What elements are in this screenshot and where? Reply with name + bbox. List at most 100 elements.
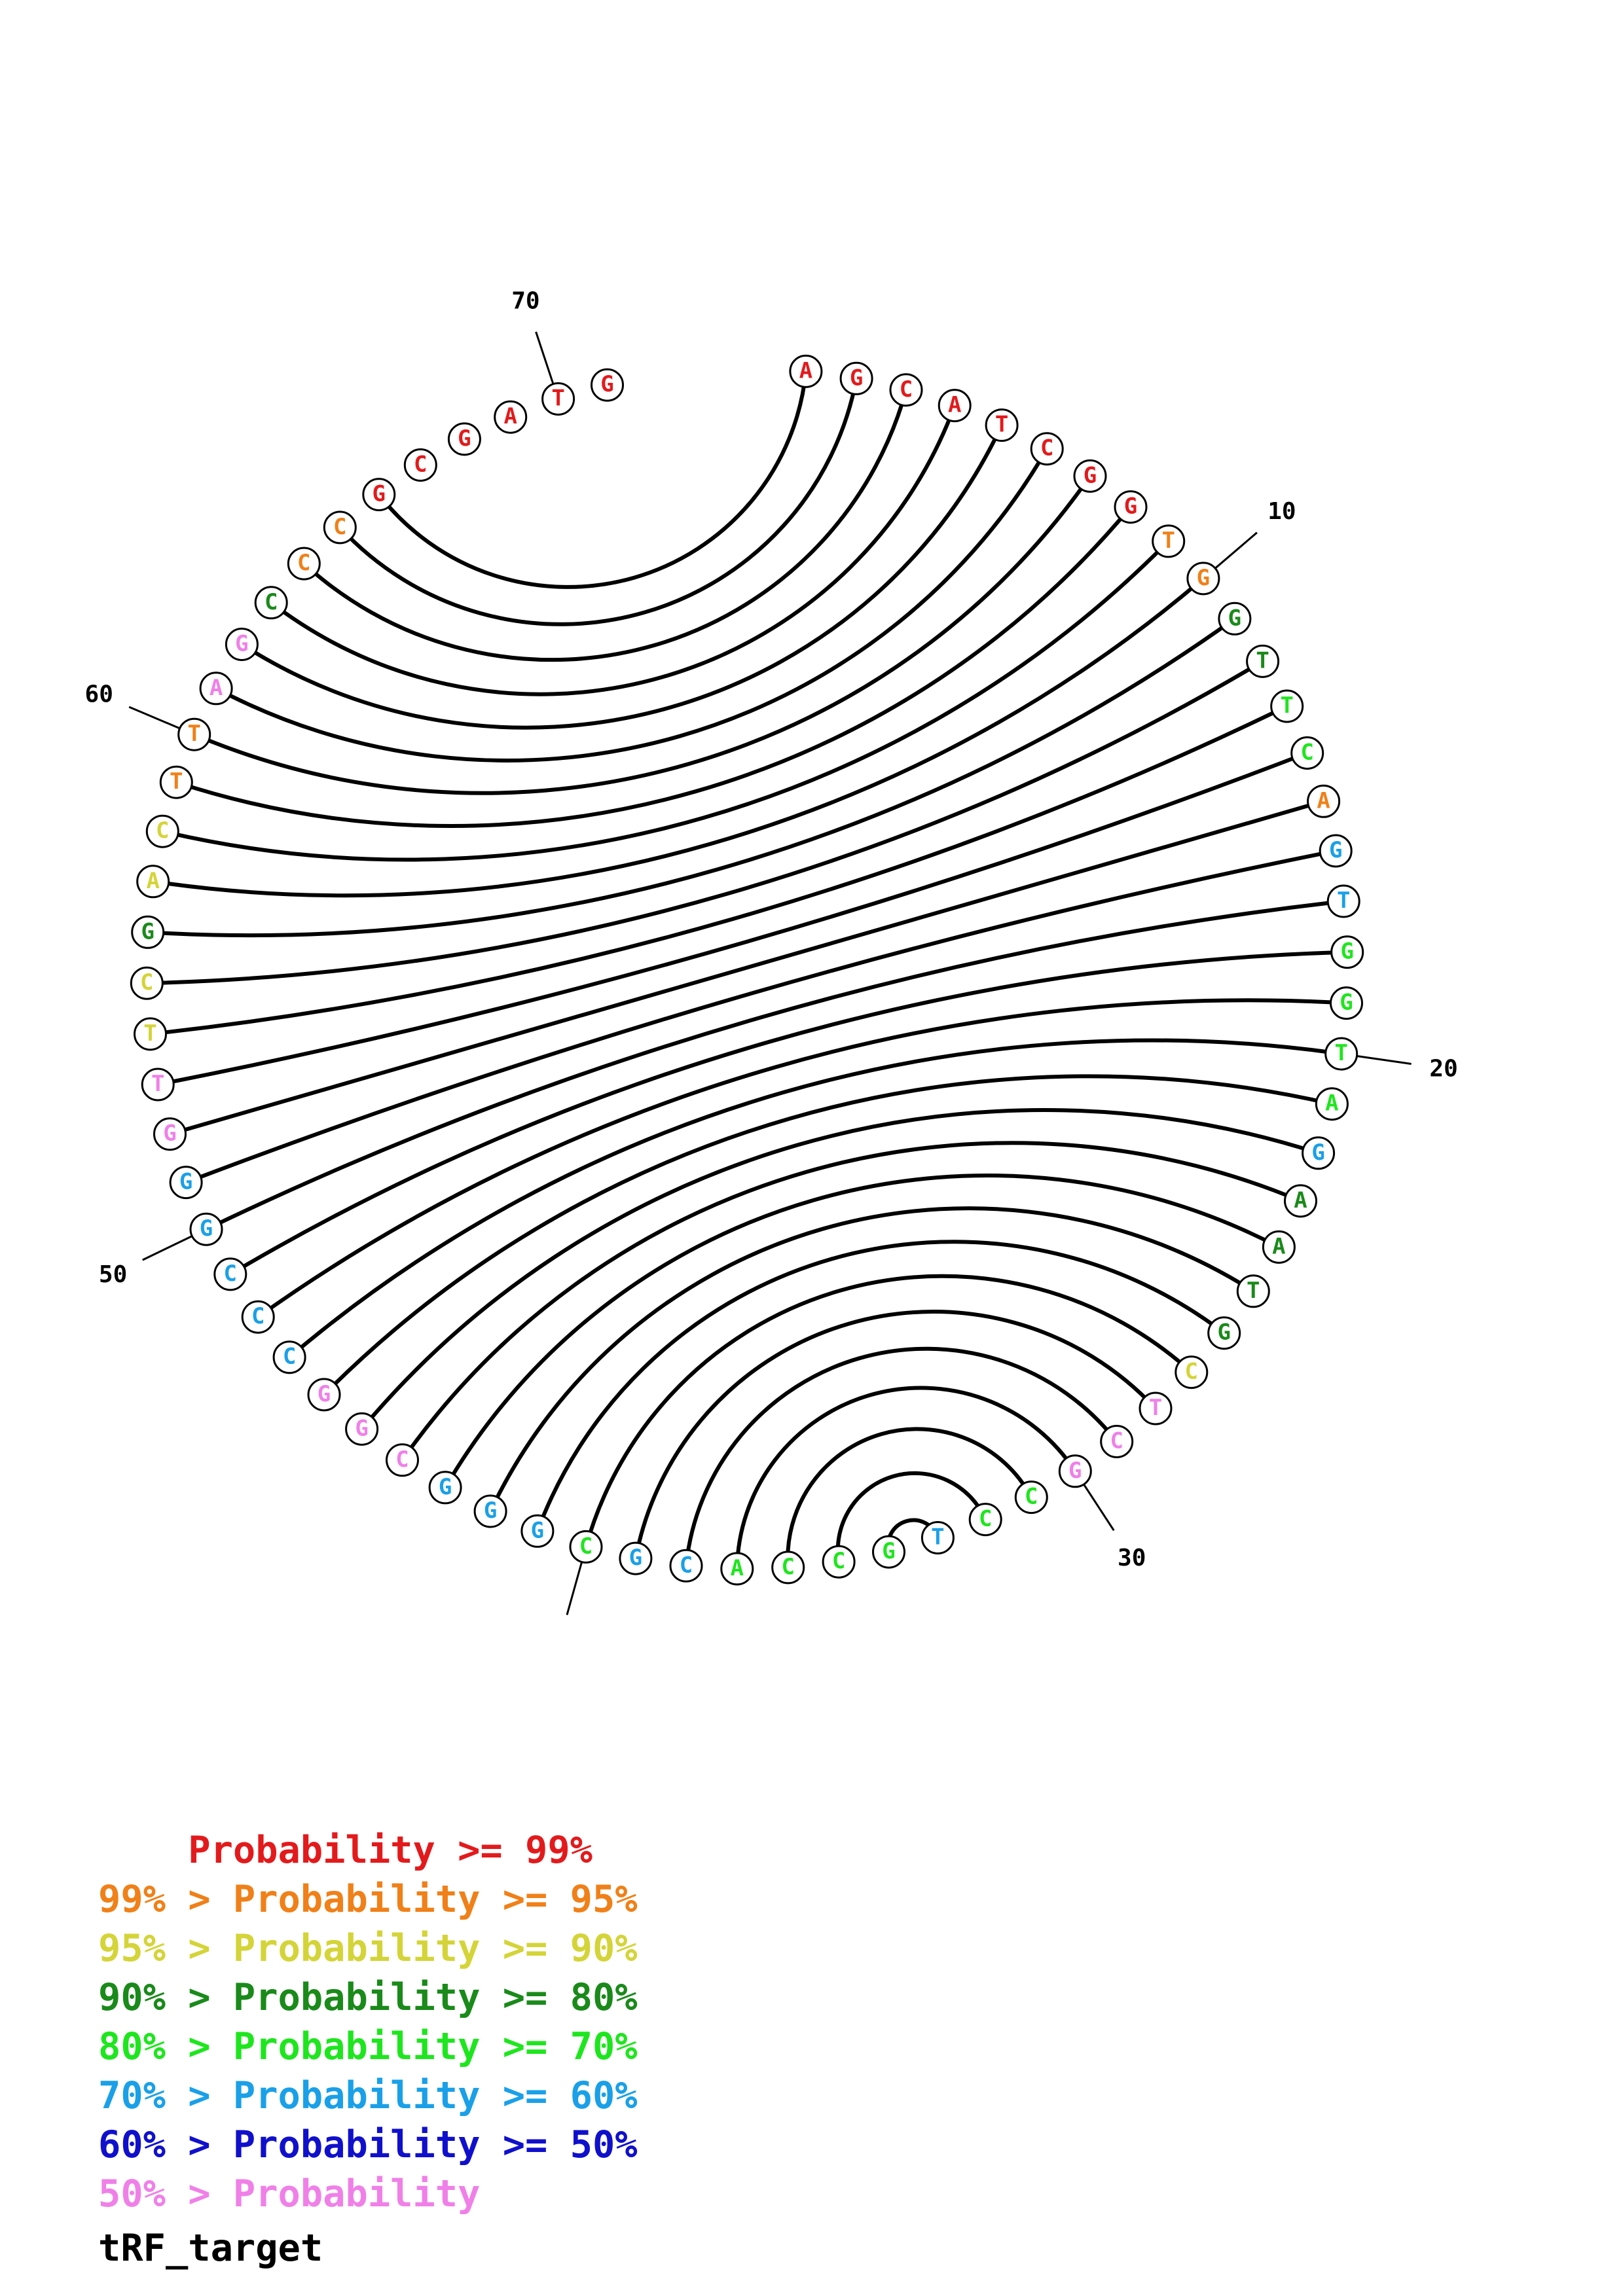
legend-prefix: 95% > — [98, 1927, 233, 1970]
nucleotide-letter: C — [1300, 740, 1313, 766]
nucleotide-39: G — [619, 1541, 653, 1575]
nucleotide-letter: T — [1334, 1040, 1347, 1066]
pair-arc-17-50 — [205, 899, 1344, 1231]
pair-arc-29-38 — [684, 1346, 1119, 1566]
nucleotide-letter: A — [1325, 1090, 1338, 1117]
nucleotide-letter: G — [629, 1545, 642, 1571]
pair-arc-8-59 — [175, 505, 1133, 828]
nucleotide-49: C — [213, 1257, 247, 1291]
nucleotide-circle — [1218, 601, 1252, 636]
nucleotide-circle — [1236, 1274, 1270, 1308]
nucleotide-circle — [1326, 884, 1360, 918]
nucleotide-71: G — [591, 368, 624, 402]
legend-row-4: 80% > Probability >= 70% — [98, 2022, 638, 2072]
legend: Probability >= 99% 99% > Probability >= … — [98, 1826, 638, 2270]
nucleotide-letter: G — [439, 1474, 452, 1500]
legend-prefix: 80% > — [98, 2025, 233, 2068]
tick-line-50 — [142, 1235, 192, 1261]
legend-text: Probability >= 90% — [232, 1927, 638, 1970]
nucleotide-letter: T — [1247, 1278, 1260, 1304]
nucleotide-letter: T — [931, 1524, 944, 1551]
nucleotide-65: C — [323, 511, 357, 545]
pair-arcs — [147, 371, 1347, 1569]
nucleotide-5: T — [985, 408, 1019, 442]
tick-label-50: 50 — [99, 1261, 127, 1288]
nucleotide-59: T — [159, 765, 193, 799]
nucleotide-letter: C — [414, 452, 427, 478]
nucleotide-circle — [1030, 432, 1064, 466]
nucleotide-circle — [362, 478, 396, 512]
nucleotide-circle — [1319, 834, 1353, 868]
nucleotide-17: T — [1326, 884, 1360, 918]
nucleotide-40: C — [569, 1530, 603, 1564]
nucleotide-circle — [131, 915, 165, 949]
nucleotide-27: C — [1175, 1355, 1209, 1390]
nucleotide-letter: A — [146, 868, 159, 894]
nucleotide-circle — [1330, 935, 1364, 969]
nucleotide-circle — [287, 547, 321, 581]
nucleotide-letter: C — [832, 1548, 845, 1574]
legend-text: Probability >= 95% — [232, 1878, 638, 1921]
pair-arc-16-51 — [185, 849, 1336, 1185]
nucleotide-circle — [1330, 986, 1363, 1020]
nucleotide-64: C — [287, 547, 321, 581]
nucleotide-circle — [822, 1545, 856, 1579]
nucleotide-letter: T — [1256, 647, 1269, 673]
nucleotide-60: T — [177, 717, 211, 751]
pair-arc-22-45 — [360, 1107, 1319, 1431]
nucleotide-circle — [1073, 459, 1107, 493]
nucleotide-circle — [889, 373, 923, 407]
nucleotide-circle — [323, 511, 357, 545]
nucleotide-circle — [1284, 1184, 1317, 1218]
nucleotide-44: C — [386, 1443, 419, 1477]
legend-prefix: 99% > — [98, 1878, 233, 1921]
circle-plot: A G CATCGGTGGTTCAGTGGTAGAATGCTCGCCTGCCACGC… — [85, 288, 1458, 1636]
nucleotide-2: G — [839, 361, 873, 395]
nucleotide-circle — [473, 1494, 507, 1528]
nucleotide-circle — [494, 400, 528, 434]
tick-label-10: 10 — [1267, 498, 1296, 525]
nucleotide-circle — [520, 1514, 555, 1548]
legend-text: Probability >= 60% — [232, 2074, 638, 2117]
nucleotide-51: G — [169, 1166, 203, 1200]
nucleotide-letter: G — [600, 371, 613, 397]
nucleotide-letter: A — [731, 1555, 744, 1581]
nucleotide-circle — [720, 1552, 754, 1586]
nucleotide-letter: G — [531, 1517, 544, 1543]
nucleotide-letter: G — [163, 1121, 176, 1147]
nucleotide-10: G — [1186, 562, 1220, 596]
nucleotide-circle — [447, 422, 481, 456]
pair-arc-32-35 — [835, 1471, 987, 1562]
nucleotide-circle — [921, 1521, 955, 1554]
nucleotide-letter: T — [1337, 888, 1350, 914]
nucleotide-circle — [136, 865, 170, 899]
nucleotide-19: G — [1330, 986, 1363, 1020]
nucleotide-letter: C — [264, 589, 278, 615]
nucleotide-66: G — [362, 478, 396, 512]
nucleotide-letter: C — [579, 1533, 593, 1559]
legend-text: Probability — [232, 2172, 481, 2215]
nucleotide-letter: G — [373, 481, 386, 507]
tick-line-60 — [128, 706, 181, 730]
nucleotide-letter: A — [1272, 1233, 1285, 1259]
nucleotide-70: T — [541, 382, 575, 416]
pair-arc-28-39 — [633, 1310, 1158, 1559]
pair-arc-10-57 — [153, 577, 1205, 898]
tick-line-30 — [1083, 1484, 1115, 1532]
pair-arc-25-42 — [488, 1206, 1254, 1513]
nucleotide-letter: C — [1110, 1428, 1123, 1454]
nucleotide-circle — [1270, 689, 1304, 723]
nucleotide-letter: T — [187, 721, 200, 747]
nucleotide-circle — [254, 586, 288, 620]
nucleotide-letter: T — [1161, 528, 1175, 554]
nucleotide-13: T — [1270, 689, 1304, 723]
nucleotide-58: C — [145, 814, 179, 848]
nucleotide-letter: G — [1340, 990, 1353, 1016]
pair-arc-18-49 — [229, 950, 1347, 1276]
pair-arc-14-53 — [157, 751, 1308, 1086]
nucleotide-letter: C — [297, 550, 310, 576]
pair-arc-5-62 — [240, 424, 1004, 730]
nucleotide-31: C — [1014, 1480, 1048, 1515]
pair-arc-12-55 — [147, 659, 1264, 986]
tick-label-40: 40 — [544, 1634, 572, 1636]
